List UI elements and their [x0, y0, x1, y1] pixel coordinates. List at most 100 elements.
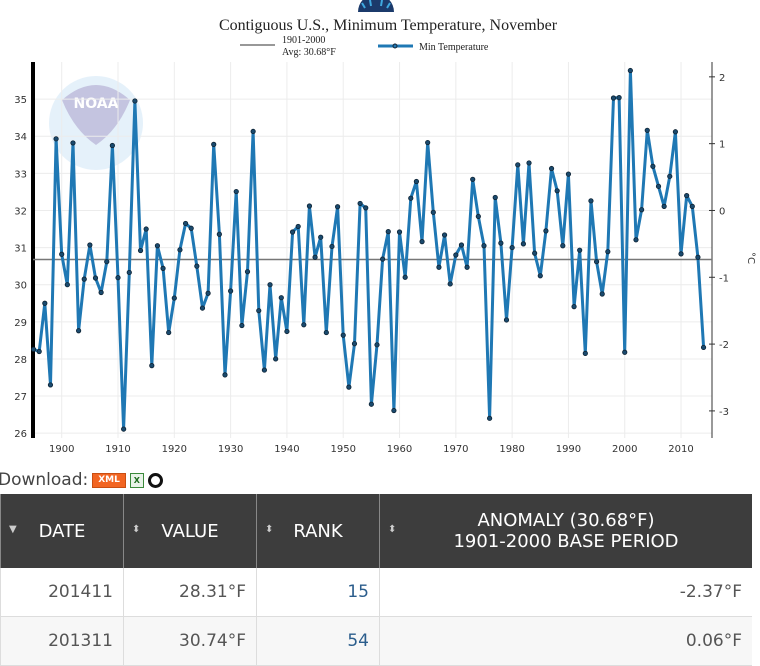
data-point [166, 329, 172, 336]
data-point [318, 234, 324, 240]
data-point [391, 407, 397, 414]
series-min-temperature [30, 67, 712, 432]
data-point [425, 139, 431, 146]
x-tick-label: 1960 [387, 444, 412, 455]
data-point [441, 232, 448, 238]
data-point [306, 203, 313, 209]
rank-cell: 15 [256, 568, 380, 617]
data-point [132, 98, 138, 104]
data-point [543, 228, 549, 234]
data-point [177, 247, 183, 253]
data-point [188, 225, 194, 231]
data-point [53, 136, 59, 142]
chart-title: Contiguous U.S., Minimum Temperature, No… [219, 17, 558, 34]
data-point [36, 348, 42, 355]
data-point [610, 95, 617, 101]
y2-tick-label: -2 [719, 340, 729, 351]
data-point [250, 128, 256, 135]
y-tick-label: 31 [14, 244, 27, 255]
data-point [81, 276, 87, 282]
anomaly-cell: 0.06°F [379, 616, 752, 666]
noaa-watermark: NOAA [49, 76, 143, 170]
data-point [503, 317, 510, 323]
data-point [323, 329, 329, 336]
data-point [526, 160, 532, 166]
axes: 1900 1910 1920 1930 1940 1950 1960 1970 1980 1990… [14, 62, 756, 455]
data-point [329, 243, 335, 250]
table-row: 201311 30.74°F 54 0.06°F [0, 616, 752, 666]
data-point [470, 176, 476, 182]
y2-tick-label: 2 [719, 73, 725, 84]
sort-desc-icon[interactable]: ▼ [9, 524, 17, 535]
data-point [639, 207, 645, 213]
y2-axis-label: °C [745, 252, 756, 264]
data-point [211, 141, 217, 148]
data-point [346, 384, 352, 390]
data-point [588, 198, 594, 204]
x-tick-label: 1990 [556, 444, 581, 455]
y2-tick-label: 0 [719, 206, 725, 217]
legend: 1901-2000 Avg: 30.68°F Min Temperature [240, 35, 489, 58]
json-download-icon[interactable] [147, 472, 163, 488]
data-point [633, 237, 639, 243]
data-point [700, 344, 707, 351]
data-point [436, 264, 442, 270]
data-point [149, 363, 155, 369]
table-row: 201411 28.31°F 15 -2.37°F [0, 568, 752, 617]
data-point [548, 165, 555, 172]
excel-download-icon[interactable]: X [129, 472, 144, 488]
data-point [104, 259, 110, 265]
data-point [143, 226, 149, 232]
column-header-anomaly[interactable]: ⬍ ANOMALY (30.68°F) 1901-2000 BASE PERIOD [379, 494, 752, 568]
data-point [571, 304, 577, 310]
data-point [59, 251, 65, 257]
x-tick-label: 1950 [330, 444, 355, 455]
xml-download-button[interactable]: XML [92, 472, 126, 488]
data-point [340, 332, 346, 338]
data-point [357, 200, 363, 207]
data-point [509, 244, 515, 251]
data-point [672, 129, 679, 135]
x-tick-label: 2010 [668, 444, 693, 455]
data-point [121, 426, 127, 432]
x-tick-label: 1970 [443, 444, 468, 455]
data-point [408, 195, 414, 201]
data-point [453, 252, 459, 258]
data-point [644, 127, 650, 133]
data-point [289, 229, 296, 235]
value-cell: 28.31°F [123, 568, 257, 617]
data-point [154, 243, 161, 249]
data-point [233, 188, 239, 195]
column-header-date[interactable]: ▼ DATE [0, 494, 124, 568]
data-point [593, 259, 600, 265]
sort-icon[interactable]: ⬍ [132, 524, 141, 535]
data-point [554, 188, 560, 194]
column-header-rank[interactable]: ⬍ RANK [256, 494, 380, 568]
data-point [256, 308, 262, 314]
noaa-top-logo [358, 0, 394, 12]
y-tick-label: 35 [14, 95, 27, 106]
svg-text:NOAA: NOAA [74, 96, 119, 112]
data-point [351, 341, 358, 347]
y-tick-label: 26 [14, 429, 27, 440]
data-point [430, 209, 436, 215]
data-point [126, 269, 132, 276]
data-point [199, 305, 206, 311]
download-label: Download: [0, 470, 89, 490]
column-header-value[interactable]: ⬍ VALUE [123, 494, 257, 568]
data-point [655, 183, 662, 189]
x-tick-label: 1980 [499, 444, 524, 455]
sort-icon[interactable]: ⬍ [265, 524, 274, 535]
data-point [30, 346, 37, 352]
anomaly-cell: -2.37°F [379, 568, 752, 617]
data-point [312, 254, 318, 260]
data-point [577, 247, 583, 253]
data-point [678, 251, 684, 257]
y-tick-label: 34 [14, 132, 27, 143]
data-point [380, 256, 386, 262]
data-point [650, 163, 656, 169]
data-point [98, 289, 104, 296]
data-point [42, 300, 48, 306]
data-point [295, 223, 301, 230]
sort-icon[interactable]: ⬍ [388, 524, 397, 535]
